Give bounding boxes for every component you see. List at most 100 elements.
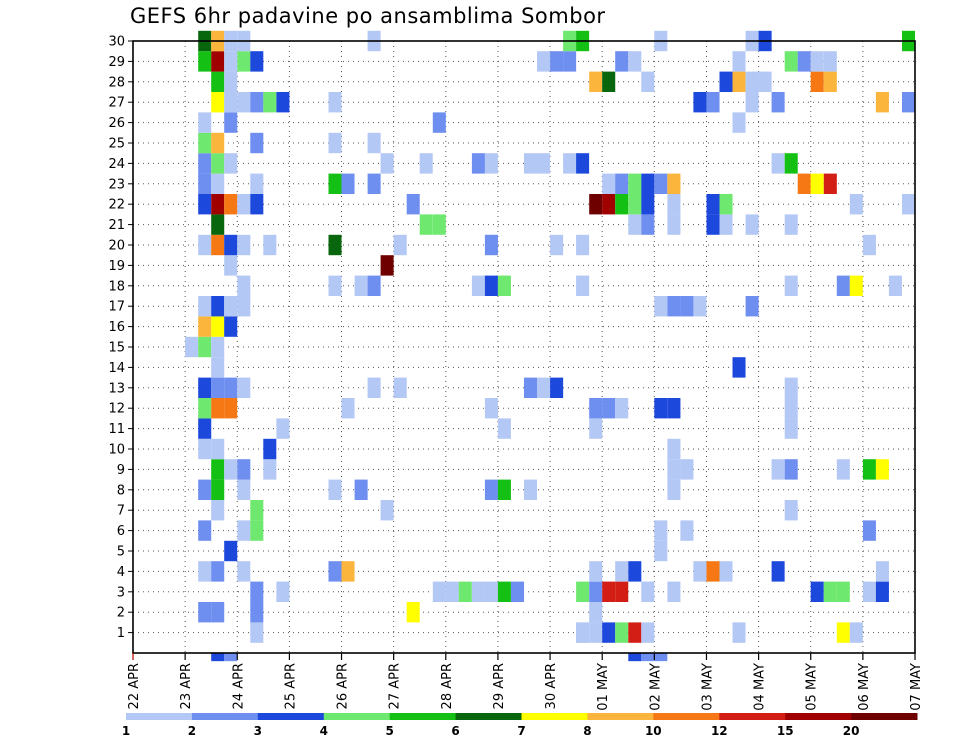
heatmap-cell xyxy=(771,459,785,480)
heatmap-cell xyxy=(224,153,238,174)
y-tick-label: 15 xyxy=(108,341,125,356)
heatmap-cell xyxy=(497,275,511,296)
heatmap-cell xyxy=(719,561,733,582)
heatmap-cell xyxy=(224,296,238,317)
heatmap-cell xyxy=(341,398,355,419)
heatmap-cell xyxy=(615,398,629,419)
heatmap-cell xyxy=(745,71,759,92)
y-tick-label: 22 xyxy=(108,198,125,213)
heatmap-cell xyxy=(823,581,837,602)
heatmap-cell xyxy=(198,336,212,358)
heatmap-cell xyxy=(393,377,407,398)
heatmap-cell xyxy=(211,438,225,460)
heatmap-cell xyxy=(237,92,251,113)
heatmap-cell xyxy=(862,234,876,256)
heatmap-cell xyxy=(680,520,694,541)
heatmap-cell xyxy=(211,602,225,623)
heatmap-cell xyxy=(615,622,629,643)
y-tick-label: 23 xyxy=(108,177,125,192)
heatmap-cell xyxy=(276,581,290,602)
heatmap-cell xyxy=(862,520,876,541)
heatmap-cell xyxy=(211,316,225,337)
heatmap-cell xyxy=(784,51,798,72)
heatmap-cell xyxy=(771,561,785,582)
heatmap-cell xyxy=(328,479,342,500)
color-legend: 1 2 3 4 5 6 7 8 10 12 15 20 xyxy=(122,713,918,738)
legend-label: 6 xyxy=(451,724,459,738)
heatmap-cell xyxy=(628,214,642,235)
heatmap-cell xyxy=(902,194,916,215)
y-tick-label: 28 xyxy=(108,75,125,90)
heatmap-cell xyxy=(719,214,733,235)
heatmap-cell xyxy=(484,581,498,602)
x-tick-label: 03 MAY xyxy=(700,663,715,711)
legend-label: 5 xyxy=(386,724,394,738)
heatmap-cell xyxy=(237,479,251,500)
heatmap-cell xyxy=(471,275,485,296)
heatmap-cell xyxy=(706,561,720,582)
heatmap-cell xyxy=(471,153,485,174)
heatmap-cell xyxy=(419,214,433,235)
heatmap-cell xyxy=(589,194,603,215)
heatmap-cell xyxy=(211,234,225,256)
chart-title: GEFS 6hr padavine po ansamblima Sombor xyxy=(130,4,606,28)
y-tick-label: 17 xyxy=(108,300,125,315)
heatmap-cell xyxy=(198,112,212,133)
heatmap-cell xyxy=(328,561,342,582)
heatmap-cell xyxy=(654,653,668,662)
heatmap-cell xyxy=(628,173,642,194)
heatmap-cell xyxy=(654,398,668,419)
heatmap-cell xyxy=(784,398,798,419)
y-tick-label: 4 xyxy=(117,565,125,580)
heatmap-cell xyxy=(641,581,655,602)
heatmap-cell xyxy=(341,561,355,582)
heatmap-cell xyxy=(667,459,681,480)
heatmap-cell xyxy=(589,581,603,602)
x-tick-label: 26 APR xyxy=(336,663,351,709)
heatmap-cell xyxy=(237,275,251,296)
heatmap-cell xyxy=(576,275,590,296)
heatmap-cell xyxy=(849,194,863,215)
y-tick-label: 12 xyxy=(108,402,125,417)
heatmap-cell xyxy=(823,173,837,194)
heatmap-cell xyxy=(237,520,251,541)
heatmap-cell xyxy=(354,479,368,500)
heatmap-cell xyxy=(706,194,720,215)
heatmap-cell xyxy=(224,71,238,92)
x-tick-label: 02 MAY xyxy=(648,663,663,711)
heatmap-cell xyxy=(250,173,264,194)
heatmap-cell xyxy=(250,194,264,215)
heatmap-cell xyxy=(680,459,694,480)
heatmap-cell xyxy=(784,500,798,521)
x-tick-label: 30 APR xyxy=(544,663,559,709)
heatmap-cell xyxy=(784,459,798,480)
heatmap-cell xyxy=(211,500,225,521)
heatmap-cell xyxy=(771,153,785,174)
heatmap-cell xyxy=(367,173,381,194)
legend-swatch xyxy=(719,713,786,720)
heatmap-cell xyxy=(771,92,785,113)
heatmap-cell xyxy=(784,153,798,174)
legend-swatch xyxy=(455,713,522,720)
y-tick-label: 20 xyxy=(108,239,125,254)
heatmap-cell xyxy=(654,173,668,194)
heatmap-cell xyxy=(602,581,616,602)
heatmap-cell xyxy=(237,234,251,256)
heatmap-cell xyxy=(667,194,681,215)
heatmap-cell xyxy=(836,459,850,480)
heatmap-cell xyxy=(250,581,264,602)
heatmap-cell xyxy=(432,112,446,133)
heatmap-cell xyxy=(458,581,472,602)
heatmap-cell xyxy=(367,377,381,398)
heatmap-cell xyxy=(875,561,889,582)
heatmap-cell xyxy=(198,520,212,541)
heatmap-cell xyxy=(237,194,251,215)
heatmap-cell xyxy=(419,153,433,174)
y-tick-label: 21 xyxy=(108,218,125,233)
heatmap-cell xyxy=(445,581,459,602)
heatmap-cell xyxy=(237,459,251,480)
heatmap-cell xyxy=(198,479,212,500)
heatmap-cell xyxy=(784,377,798,398)
y-tick-label: 1 xyxy=(117,626,125,641)
